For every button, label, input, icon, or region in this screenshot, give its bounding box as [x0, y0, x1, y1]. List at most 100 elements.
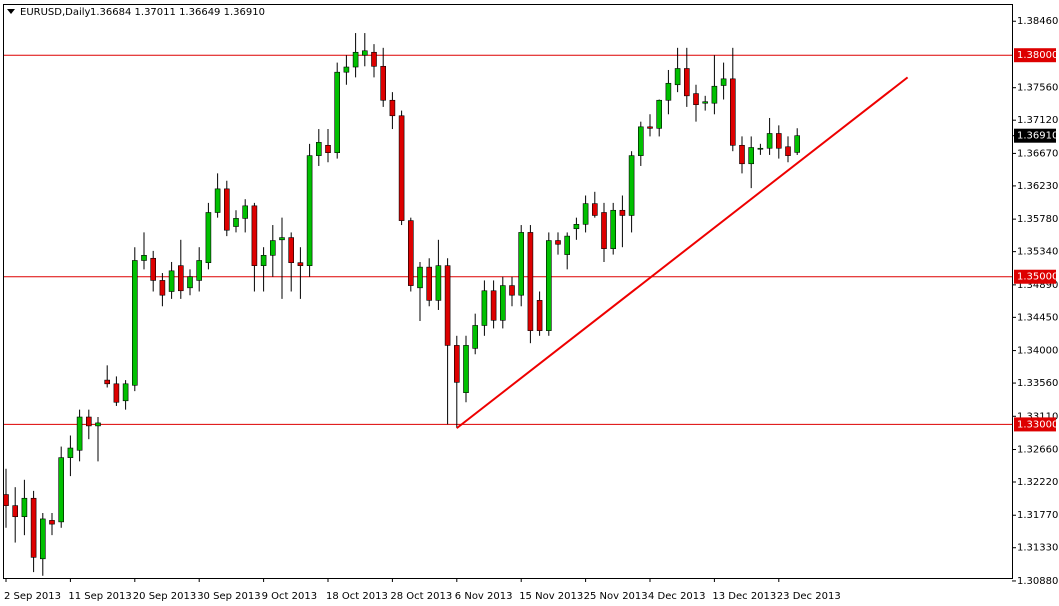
x-tick-label: 13 Dec 2013	[712, 591, 776, 602]
candle-body	[141, 255, 147, 261]
candle-body	[279, 237, 285, 241]
y-tick-label: 1.37560	[1017, 83, 1058, 94]
candle-body	[3, 494, 9, 506]
x-tick-label: 18 Oct 2013	[326, 591, 388, 602]
candle-body	[509, 285, 515, 296]
menu-arrow[interactable]	[7, 9, 15, 14]
candle-body	[628, 155, 635, 216]
candle-body	[168, 270, 175, 292]
y-tick-label: 1.34000	[1017, 346, 1058, 357]
x-tick-label: 28 Oct 2013	[390, 591, 452, 602]
candle-body	[196, 260, 202, 281]
candle-body	[150, 257, 156, 281]
level-label: 1.33000	[1017, 419, 1058, 430]
x-tick-label: 23 Dec 2013	[777, 591, 841, 602]
candle-body	[49, 520, 55, 525]
candle-body	[389, 99, 396, 117]
candle-body	[113, 383, 120, 403]
candle-body	[132, 260, 138, 386]
candle-body	[711, 85, 718, 104]
candle-body	[343, 66, 350, 73]
trend-line	[456, 76, 909, 429]
y-tick-label: 1.31330	[1017, 543, 1058, 554]
candle-body	[582, 203, 589, 225]
candle-body	[665, 82, 672, 101]
candle-body	[417, 266, 423, 289]
y-tick-label: 1.35780	[1017, 214, 1058, 225]
candle-body	[619, 209, 626, 216]
y-tick-label: 1.35340	[1017, 247, 1058, 258]
candle-body	[288, 237, 295, 264]
candle-body	[702, 101, 709, 104]
candle-body	[435, 265, 442, 301]
candle-body	[30, 497, 37, 558]
candle-body	[729, 78, 736, 146]
candle-body	[306, 155, 313, 266]
x-tick-label: 2 Sep 2013	[4, 591, 61, 602]
candle-body	[647, 126, 653, 129]
candle-body	[518, 232, 525, 296]
candle-body	[545, 240, 552, 331]
bid-label: 1.36910	[1017, 131, 1058, 142]
level-label: 1.35000	[1017, 272, 1058, 283]
plot-frame	[3, 4, 1013, 579]
bid-label-box	[1014, 128, 1056, 143]
candle-body	[766, 133, 773, 149]
candle-body	[453, 345, 460, 383]
y-tick-label: 1.32660	[1017, 445, 1058, 456]
candle-body	[224, 188, 230, 231]
candle-body	[610, 209, 617, 249]
y-tick-label: 1.31770	[1017, 510, 1058, 521]
candle-body	[490, 290, 497, 321]
candle-body	[481, 290, 488, 326]
y-tick-label: 1.34890	[1017, 280, 1058, 291]
candle-body	[159, 280, 166, 296]
candle-body	[67, 447, 74, 458]
candle-body	[720, 78, 727, 86]
y-tick-label: 1.33110	[1017, 411, 1058, 422]
x-tick-label: 20 Sep 2013	[133, 591, 196, 602]
candle-body	[352, 51, 359, 68]
candle-body	[371, 51, 377, 67]
candle-body	[380, 65, 387, 101]
candle-body	[86, 416, 92, 427]
candle-body	[325, 144, 331, 153]
candle-body	[104, 379, 110, 385]
candle-body	[601, 212, 607, 249]
x-tick-label: 15 Nov 2013	[519, 591, 583, 602]
chart-title: EURUSD,Daily	[20, 7, 91, 18]
candle-body	[426, 266, 433, 301]
candle-body	[315, 142, 322, 156]
y-tick-label: 1.34450	[1017, 312, 1058, 323]
candle-body	[205, 212, 212, 264]
candle-body	[398, 115, 405, 221]
candle-body	[656, 99, 663, 129]
x-tick-label: 9 Oct 2013	[262, 591, 317, 602]
candle-body	[637, 126, 644, 156]
candle-body	[536, 300, 543, 331]
y-tick-label: 1.36670	[1017, 148, 1058, 159]
candle-body	[187, 276, 193, 289]
candle-body	[214, 188, 221, 213]
candle-body	[233, 218, 239, 227]
candle-body	[573, 224, 580, 230]
candle-body	[58, 457, 65, 523]
candle-body	[693, 93, 699, 105]
candle-body	[76, 416, 83, 451]
candle-body	[775, 133, 782, 149]
candle-body	[527, 232, 534, 331]
candle-body	[178, 265, 184, 292]
candle-body	[739, 144, 745, 165]
x-tick-label: 30 Sep 2013	[197, 591, 260, 602]
level-label-box	[1014, 48, 1056, 63]
y-tick-label: 1.30880	[1017, 576, 1058, 587]
candle-body	[683, 68, 690, 97]
candle-body	[444, 265, 451, 346]
candle-body	[555, 240, 561, 245]
x-tick-label: 6 Nov 2013	[455, 591, 513, 602]
x-tick-label: 4 Dec 2013	[648, 591, 706, 602]
candle-body	[463, 345, 469, 393]
candle-body	[260, 255, 267, 266]
candle-body	[21, 497, 28, 518]
candle-body	[334, 71, 341, 153]
